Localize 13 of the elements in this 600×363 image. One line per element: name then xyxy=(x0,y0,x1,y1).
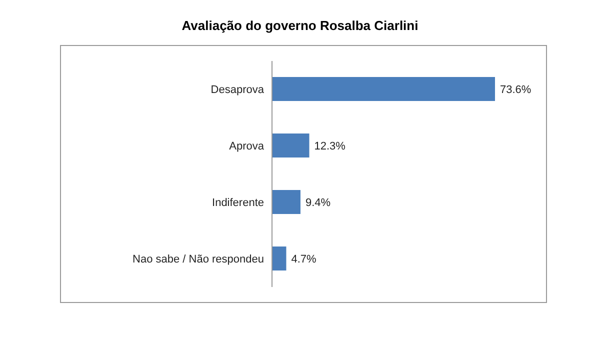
y-tick-label: Aprova xyxy=(229,140,265,153)
bar xyxy=(272,134,310,158)
bar xyxy=(272,77,495,101)
bar xyxy=(272,246,286,270)
bar xyxy=(272,190,300,214)
data-label: 9.4% xyxy=(305,196,331,209)
y-tick-label: Desaprova xyxy=(210,84,265,96)
data-label: 4.7% xyxy=(291,253,317,266)
data-label: 73.6% xyxy=(500,84,532,96)
y-tick-label: Indiferente xyxy=(212,197,264,210)
y-tick-label: Nao sabe / Não respondeu xyxy=(132,254,264,266)
data-label: 12.3% xyxy=(314,140,346,152)
chart-title: Avaliação do governo Rosalba Ciarlini xyxy=(180,17,420,35)
